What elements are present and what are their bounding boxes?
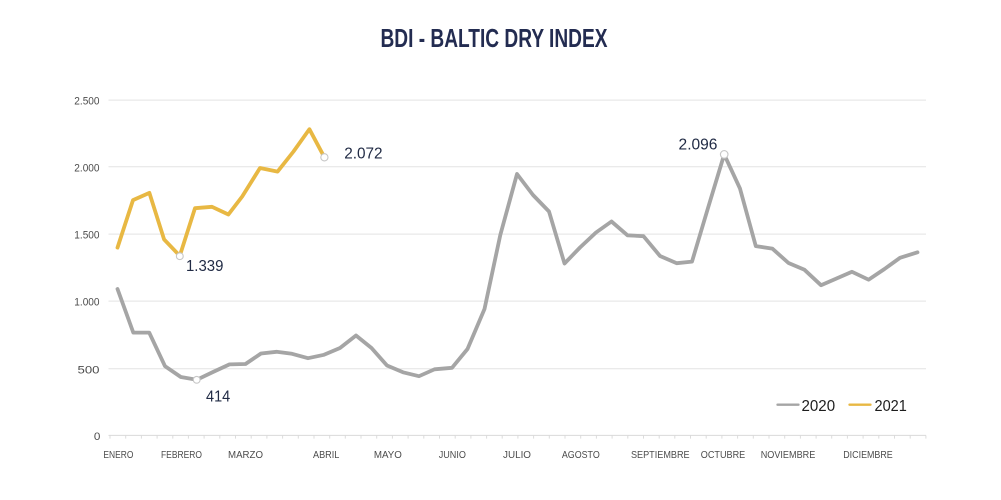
svg-text:JULIO: JULIO <box>503 449 531 461</box>
svg-text:BDI - BALTIC DRY INDEX: BDI - BALTIC DRY INDEX <box>381 23 608 53</box>
svg-text:1.500: 1.500 <box>74 230 99 242</box>
svg-text:FEBRERO: FEBRERO <box>161 449 202 461</box>
svg-text:MAYO: MAYO <box>374 449 402 461</box>
svg-text:2020: 2020 <box>802 398 836 415</box>
svg-text:2.500: 2.500 <box>74 96 99 108</box>
svg-text:OCTUBRE: OCTUBRE <box>701 449 745 461</box>
svg-text:1.000: 1.000 <box>74 297 99 309</box>
svg-text:2.000: 2.000 <box>74 162 99 174</box>
svg-text:ENERO: ENERO <box>103 449 133 461</box>
svg-text:ABRIL: ABRIL <box>313 449 340 461</box>
svg-text:DICIEMBRE: DICIEMBRE <box>843 449 893 461</box>
svg-text:2.096: 2.096 <box>679 137 718 154</box>
svg-text:1.339: 1.339 <box>186 258 223 275</box>
svg-text:2021: 2021 <box>875 398 907 415</box>
svg-text:414: 414 <box>206 388 230 405</box>
svg-text:2.072: 2.072 <box>344 146 382 163</box>
svg-text:500: 500 <box>78 364 100 376</box>
svg-text:NOVIEMBRE: NOVIEMBRE <box>761 449 816 461</box>
svg-text:0: 0 <box>94 431 101 443</box>
svg-text:SEPTIEMBRE: SEPTIEMBRE <box>631 449 690 461</box>
svg-text:JUNIO: JUNIO <box>439 449 466 461</box>
svg-text:MARZO: MARZO <box>228 449 263 461</box>
svg-text:AGOSTO: AGOSTO <box>562 449 600 461</box>
